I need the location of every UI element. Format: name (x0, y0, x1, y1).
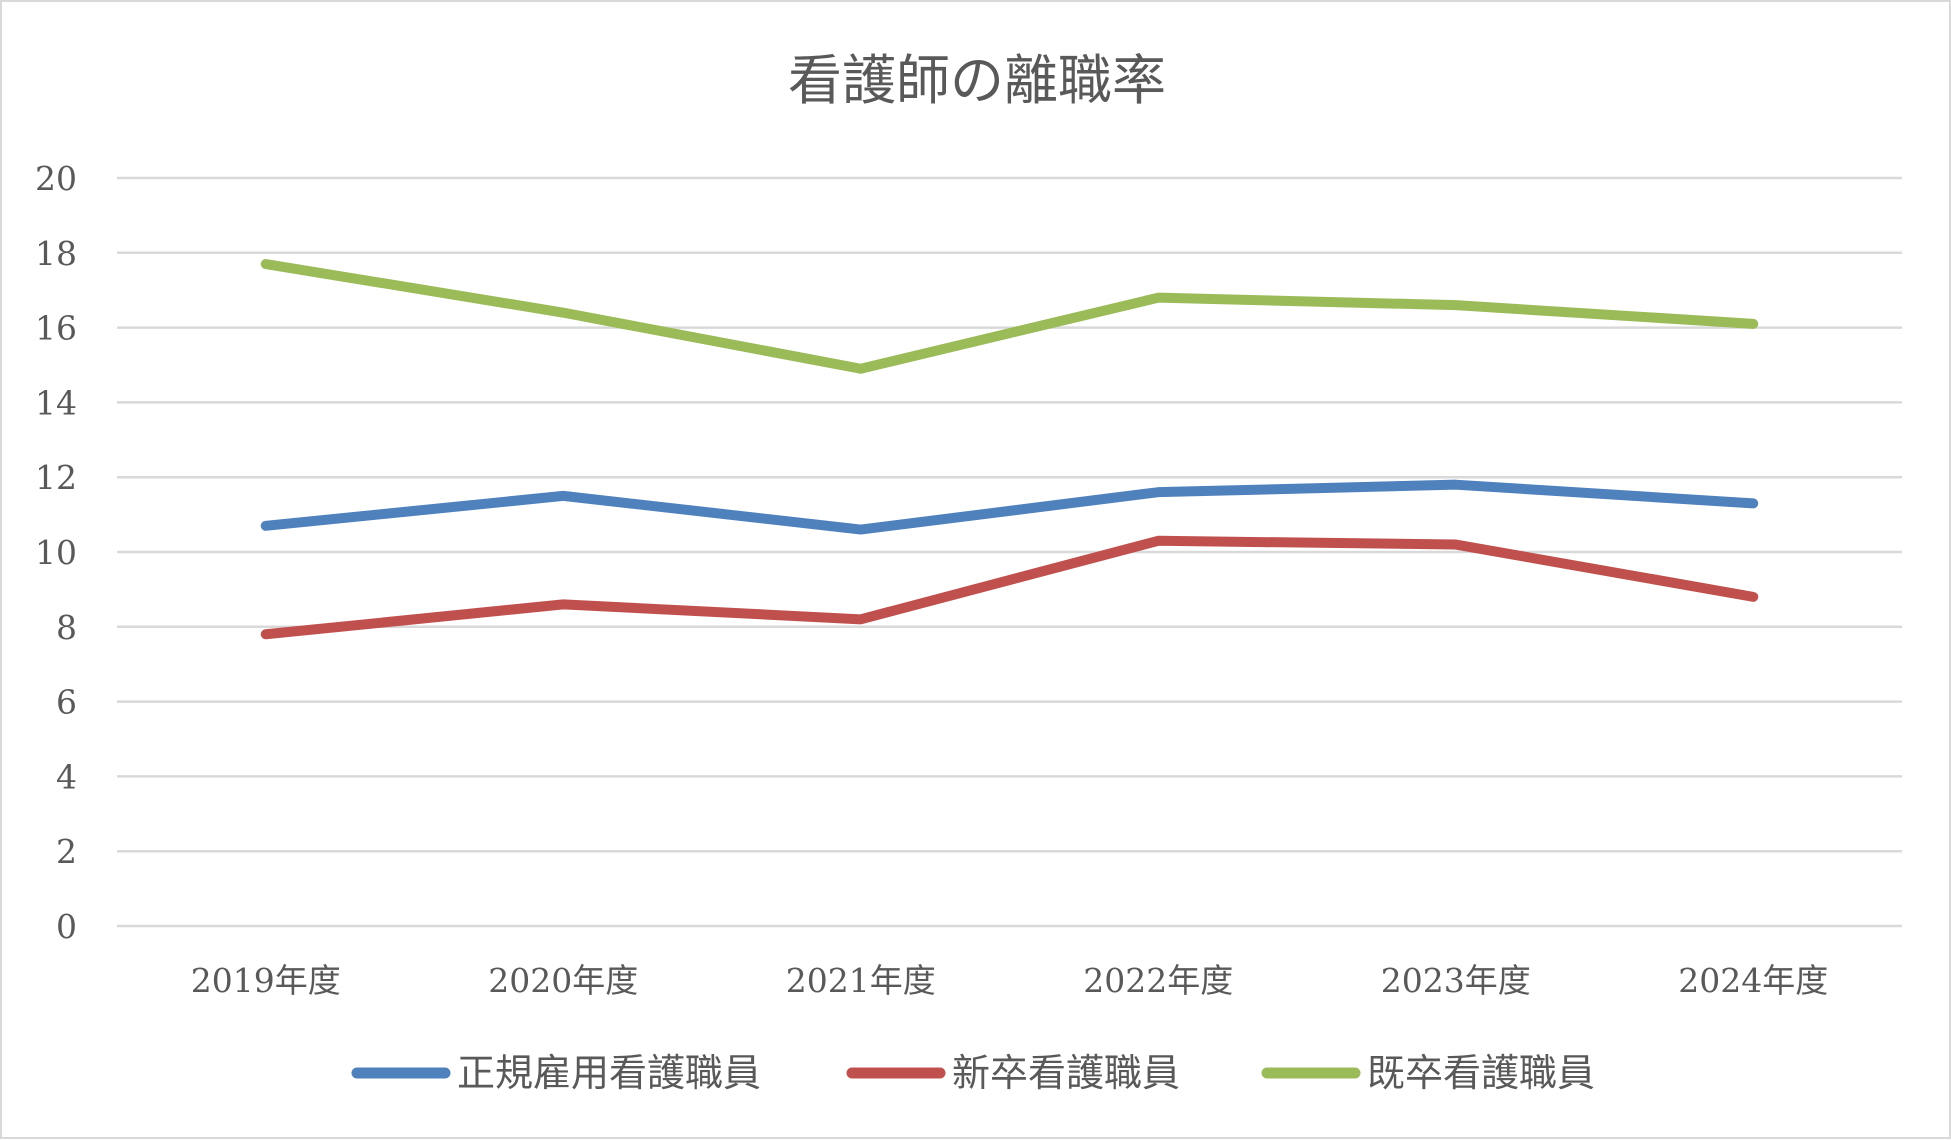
x-tick-label: 2020年度 (488, 961, 638, 1000)
legend-label: 正規雇用看護職員 (457, 1051, 761, 1095)
y-tick-label: 16 (35, 309, 77, 348)
y-tick-label: 0 (56, 907, 77, 946)
chart-title: 看護師の離職率 (788, 49, 1166, 112)
y-axis-ticks: 0 2 4 6 8 10 12 14 16 18 20 (35, 159, 77, 946)
y-tick-label: 10 (35, 533, 77, 572)
x-axis-ticks: 2019年度 2020年度 2021年度 2022年度 2023年度 2024年度 (191, 961, 1828, 1000)
x-tick-label: 2019年度 (191, 961, 341, 1000)
legend-label: 新卒看護職員 (952, 1051, 1180, 1095)
x-tick-label: 2021年度 (786, 961, 936, 1000)
legend-label: 既卒看護職員 (1367, 1051, 1595, 1095)
series-line-2 (266, 541, 1754, 635)
y-tick-label: 4 (56, 757, 77, 796)
y-tick-label: 12 (35, 458, 77, 497)
gridlines (117, 178, 1902, 926)
y-tick-label: 18 (35, 234, 77, 273)
x-tick-label: 2024年度 (1678, 961, 1828, 1000)
x-tick-label: 2022年度 (1083, 961, 1233, 1000)
y-tick-label: 14 (35, 383, 77, 422)
series-lines (266, 264, 1754, 634)
y-tick-label: 6 (56, 683, 77, 722)
y-tick-label: 20 (35, 159, 77, 198)
x-tick-label: 2023年度 (1381, 961, 1531, 1000)
series-line-1 (266, 485, 1754, 530)
legend: 正規雇用看護職員 新卒看護職員 既卒看護職員 (357, 1051, 1595, 1095)
y-tick-label: 2 (56, 832, 77, 871)
series-line-3 (266, 264, 1754, 369)
y-tick-label: 8 (56, 608, 77, 647)
